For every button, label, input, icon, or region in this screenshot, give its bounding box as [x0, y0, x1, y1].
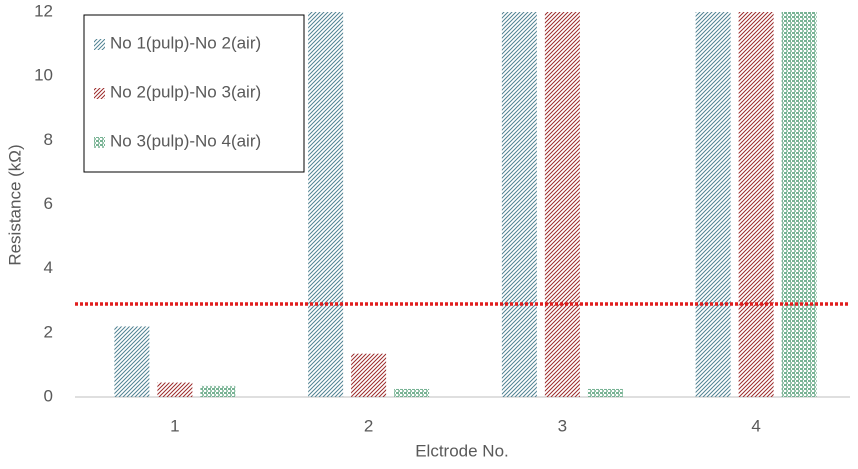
bar: [781, 12, 817, 397]
bar: [544, 12, 580, 397]
bar: [695, 12, 731, 397]
bar: [587, 388, 623, 397]
legend-swatch: [94, 137, 105, 148]
x-tick-label: 2: [364, 416, 373, 435]
y-axis-label: Resistance (kΩ): [5, 144, 24, 265]
bar: [738, 12, 774, 397]
y-tick-label: 10: [34, 66, 53, 85]
x-tick-label: 1: [170, 416, 179, 435]
bar: [501, 12, 537, 397]
y-tick-label: 6: [44, 194, 53, 213]
bar: [308, 12, 344, 397]
legend-label: No 2(pulp)-No 3(air): [110, 82, 261, 101]
x-axis-label: Elctrode No.: [415, 441, 509, 460]
legend-swatch: [94, 39, 105, 50]
x-tick-label: 3: [558, 416, 567, 435]
y-tick-label: 2: [44, 322, 53, 341]
legend-label: No 3(pulp)-No 4(air): [110, 131, 261, 150]
y-tick-label: 12: [34, 1, 53, 20]
legend-swatch: [94, 88, 105, 99]
y-tick-label: 0: [44, 386, 53, 405]
bar: [157, 382, 193, 397]
bar: [114, 326, 150, 397]
y-tick-label: 8: [44, 130, 53, 149]
y-tick-label: 4: [44, 258, 53, 277]
x-tick-label: 4: [751, 416, 760, 435]
bar: [394, 388, 430, 397]
bar: [200, 385, 236, 397]
legend-box: [83, 14, 305, 173]
bar: [351, 353, 387, 397]
legend-label: No 1(pulp)-No 2(air): [110, 33, 261, 52]
